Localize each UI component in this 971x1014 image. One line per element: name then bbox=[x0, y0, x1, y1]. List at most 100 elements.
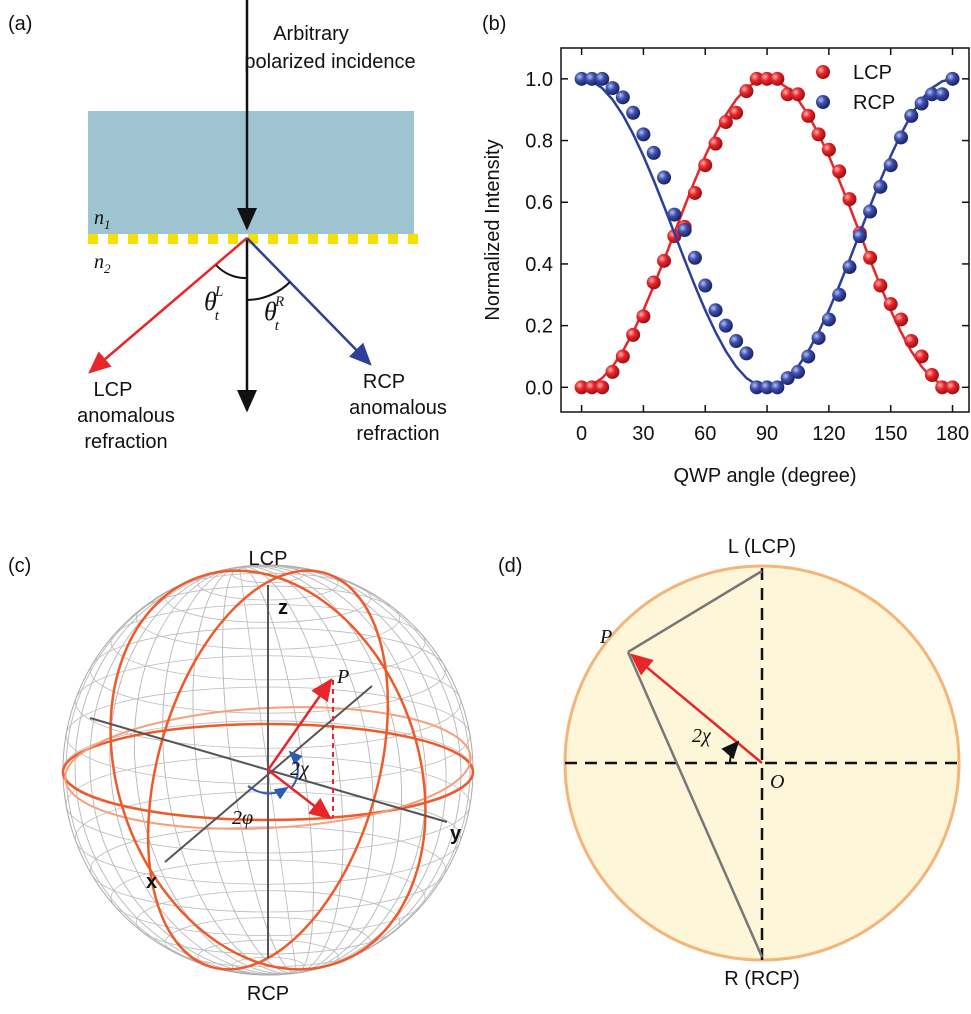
meta-atom bbox=[328, 234, 338, 244]
data-point bbox=[657, 171, 671, 185]
data-point bbox=[791, 87, 805, 101]
y-tick-label: 0.2 bbox=[525, 316, 553, 338]
data-point bbox=[801, 349, 815, 363]
math-label: θtR bbox=[264, 294, 284, 334]
data-point bbox=[832, 164, 846, 178]
legend-marker bbox=[816, 65, 830, 79]
y-tick-label: 0.6 bbox=[525, 192, 553, 214]
meta-atom bbox=[288, 234, 298, 244]
y-tick-label: 0.8 bbox=[525, 131, 553, 153]
data-point bbox=[688, 251, 702, 265]
data-point bbox=[647, 275, 661, 289]
data-point bbox=[812, 331, 826, 345]
data-point bbox=[791, 365, 805, 379]
meta-atom bbox=[208, 234, 218, 244]
annotation: anomalous bbox=[77, 405, 175, 427]
data-point bbox=[647, 146, 661, 160]
sphere-label: 2χ bbox=[290, 758, 310, 780]
data-point bbox=[636, 309, 650, 323]
math-label: n2 bbox=[94, 251, 111, 276]
data-point bbox=[729, 106, 743, 120]
meta-atom bbox=[148, 234, 158, 244]
math-label: θtL bbox=[204, 284, 223, 324]
subscript: t bbox=[215, 308, 220, 324]
data-point bbox=[667, 208, 681, 222]
data-point bbox=[688, 186, 702, 200]
data-point bbox=[863, 251, 877, 265]
data-point bbox=[657, 254, 671, 268]
data-point bbox=[709, 137, 723, 151]
symbol: n bbox=[94, 207, 104, 229]
data-point bbox=[678, 223, 692, 237]
annotation: anomalous bbox=[349, 397, 447, 419]
meta-atom bbox=[88, 234, 98, 244]
data-point bbox=[801, 109, 815, 123]
angle-label: 2χ bbox=[692, 725, 712, 747]
data-point bbox=[894, 312, 908, 326]
data-point bbox=[595, 380, 609, 394]
panel-label: (b) bbox=[482, 13, 506, 35]
data-point bbox=[925, 368, 939, 382]
meta-atom bbox=[188, 234, 198, 244]
superscript: R bbox=[274, 294, 284, 310]
x-axis-label: QWP angle (degree) bbox=[673, 465, 856, 487]
data-point bbox=[915, 349, 929, 363]
figure: (a) Arbitrary polarized incidence n1 n2 … bbox=[0, 0, 971, 1009]
y-tick-label: 0.0 bbox=[525, 377, 553, 399]
data-point bbox=[626, 106, 640, 120]
data-point bbox=[636, 127, 650, 141]
data-point bbox=[739, 84, 753, 98]
meta-atom bbox=[228, 234, 238, 244]
data-point bbox=[616, 349, 630, 363]
meta-atom bbox=[348, 234, 358, 244]
data-point bbox=[626, 328, 640, 342]
annotation: refraction bbox=[356, 423, 439, 445]
data-point bbox=[863, 204, 877, 218]
sphere-label: z bbox=[278, 597, 288, 619]
x-tick-label: 0 bbox=[576, 423, 587, 445]
y-tick-label: 1.0 bbox=[525, 69, 553, 91]
subscript: 1 bbox=[104, 217, 111, 232]
data-point bbox=[698, 158, 712, 172]
meta-atom bbox=[168, 234, 178, 244]
meta-atom bbox=[268, 234, 278, 244]
data-point bbox=[729, 334, 743, 348]
legend-label: LCP bbox=[853, 62, 892, 84]
data-point bbox=[739, 346, 753, 360]
sphere-label: RCP bbox=[247, 983, 289, 1005]
pole-label: R (RCP) bbox=[724, 968, 800, 990]
meta-atom bbox=[388, 234, 398, 244]
data-point bbox=[770, 72, 784, 86]
data-point bbox=[946, 72, 960, 86]
substrate bbox=[88, 111, 414, 234]
legend-label: RCP bbox=[853, 92, 895, 114]
angle-arc bbox=[216, 265, 247, 278]
pole-label: L (LCP) bbox=[728, 536, 796, 558]
annotation: RCP bbox=[363, 371, 405, 393]
data-point bbox=[904, 109, 918, 123]
sphere-label: LCP bbox=[249, 548, 288, 570]
data-point bbox=[709, 303, 723, 317]
data-point bbox=[894, 130, 908, 144]
subscript: t bbox=[275, 318, 280, 334]
panel-label: (a) bbox=[8, 13, 32, 35]
sphere-label: P bbox=[336, 666, 349, 688]
sphere-label: y bbox=[450, 823, 462, 845]
data-point bbox=[812, 127, 826, 141]
panel-label: (d) bbox=[498, 555, 522, 577]
point-label: P bbox=[599, 626, 612, 648]
annotation: LCP bbox=[94, 379, 133, 401]
data-point bbox=[822, 143, 836, 157]
fit-line bbox=[582, 79, 953, 387]
meta-atom bbox=[308, 234, 318, 244]
superscript: L bbox=[214, 284, 223, 300]
data-point bbox=[842, 260, 856, 274]
annotation: Arbitrary bbox=[273, 23, 349, 45]
x-tick-label: 90 bbox=[756, 423, 778, 445]
legend-marker bbox=[816, 95, 830, 109]
data-point bbox=[606, 365, 620, 379]
x-tick-label: 30 bbox=[632, 423, 654, 445]
origin-label: O bbox=[770, 771, 784, 793]
panel-a: (a) Arbitrary polarized incidence n1 n2 … bbox=[8, 0, 447, 453]
data-point bbox=[853, 229, 867, 243]
